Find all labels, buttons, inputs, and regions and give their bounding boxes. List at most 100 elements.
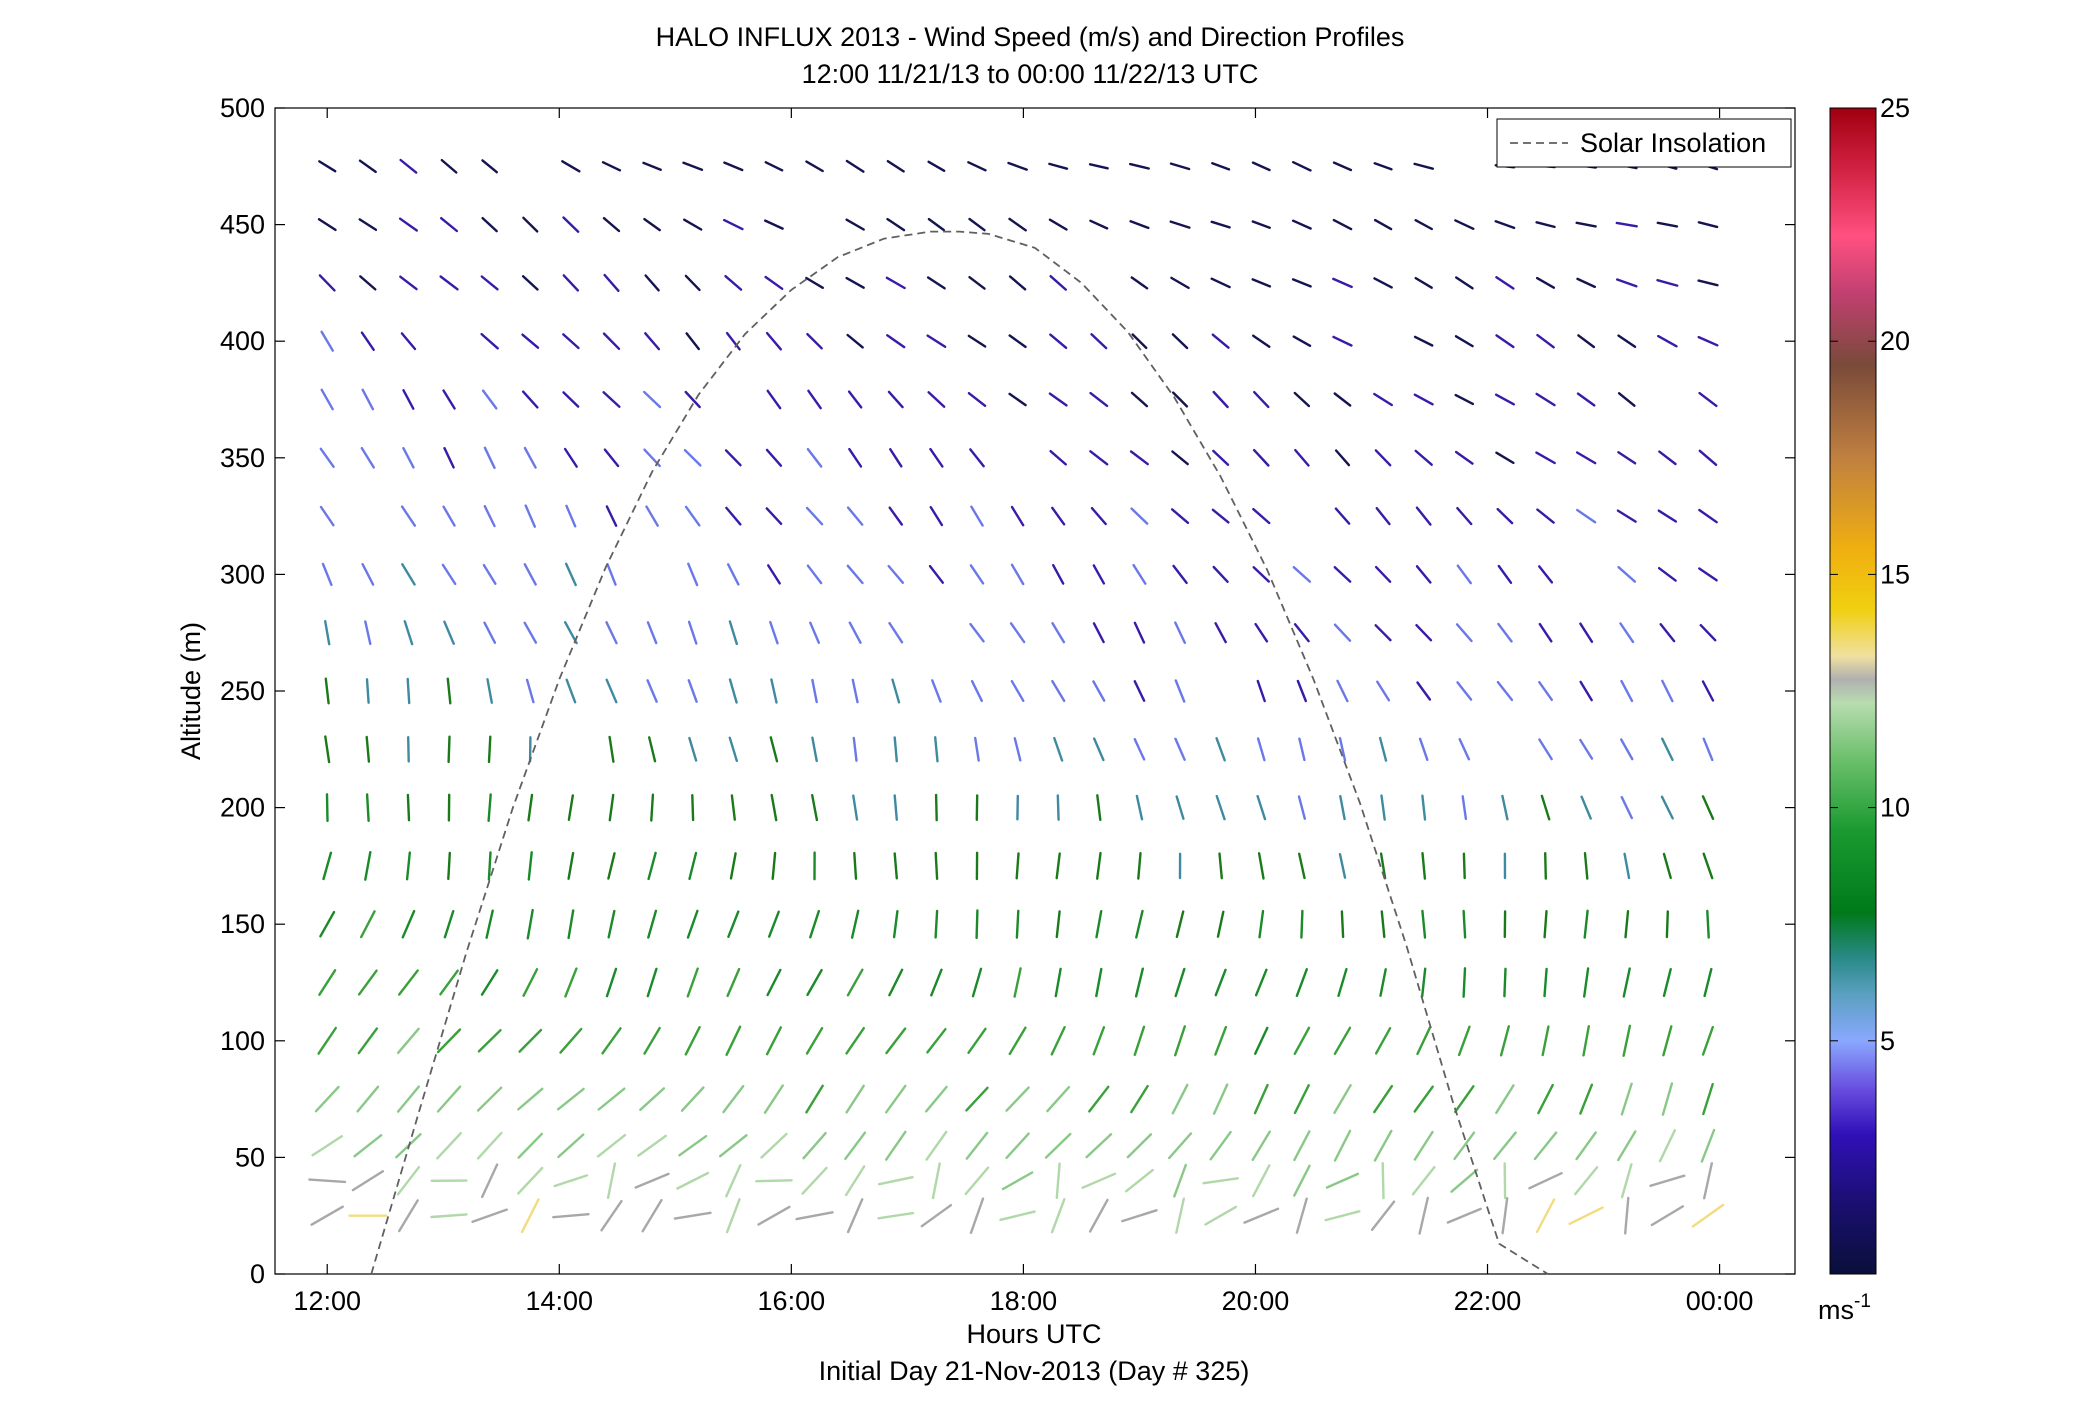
wind-arrow bbox=[1656, 221, 1679, 228]
wind-arrow bbox=[523, 446, 537, 469]
wind-arrow bbox=[1215, 794, 1226, 821]
wind-arrow bbox=[1055, 852, 1061, 880]
wind-arrow bbox=[527, 851, 533, 881]
wind-arrow bbox=[1243, 1207, 1280, 1224]
wind-arrow bbox=[1291, 160, 1312, 172]
wind-arrow bbox=[487, 851, 492, 881]
wind-arrow bbox=[567, 909, 575, 940]
wind-arrow bbox=[1128, 162, 1150, 170]
wind-arrow bbox=[1124, 1168, 1154, 1193]
wind-arrow bbox=[1616, 1130, 1637, 1162]
wind-arrow bbox=[893, 852, 898, 880]
wind-arrow bbox=[443, 620, 455, 645]
wind-arrow bbox=[769, 620, 779, 645]
wind-arrow bbox=[608, 793, 615, 822]
wind-arrow bbox=[1373, 1129, 1393, 1162]
wind-arrow bbox=[476, 1086, 503, 1112]
wind-arrow bbox=[768, 910, 780, 938]
wind-arrow bbox=[678, 1134, 708, 1157]
wind-arrow bbox=[646, 679, 658, 703]
wind-arrow bbox=[1170, 508, 1190, 524]
wind-arrow bbox=[1538, 738, 1553, 761]
wind-arrow bbox=[436, 1028, 462, 1054]
y-tick-label: 300 bbox=[220, 559, 265, 589]
wind-arrow bbox=[1293, 391, 1311, 408]
wind-arrow bbox=[1336, 679, 1349, 703]
wind-arrow bbox=[1623, 1196, 1630, 1235]
wind-arrow bbox=[1462, 852, 1466, 880]
wind-arrow bbox=[770, 678, 778, 704]
wind-arrow bbox=[1013, 737, 1022, 762]
wind-arrow bbox=[1658, 1129, 1677, 1163]
wind-arrow bbox=[443, 910, 455, 939]
wind-arrow bbox=[686, 909, 699, 939]
wind-arrow bbox=[1333, 392, 1352, 407]
wind-arrow bbox=[308, 1178, 347, 1184]
wind-arrow bbox=[400, 505, 416, 527]
wind-arrow bbox=[809, 621, 820, 644]
wind-arrow bbox=[556, 1087, 585, 1111]
wind-arrow bbox=[365, 678, 370, 704]
wind-arrow bbox=[1174, 679, 1186, 703]
wind-arrow bbox=[1416, 1026, 1432, 1056]
wind-arrow bbox=[314, 1085, 340, 1113]
wind-arrow bbox=[521, 275, 539, 291]
wind-arrow bbox=[1092, 680, 1106, 702]
wind-arrow bbox=[1701, 795, 1715, 820]
wind-arrow bbox=[1251, 1164, 1271, 1198]
wind-arrow bbox=[1700, 1128, 1716, 1163]
wind-arrow bbox=[1251, 161, 1271, 172]
wind-arrow bbox=[641, 1198, 663, 1233]
wind-arrow bbox=[725, 1198, 741, 1234]
wind-arrow bbox=[927, 217, 946, 232]
wind-arrow bbox=[1535, 392, 1556, 407]
wind-arrow bbox=[602, 391, 621, 408]
wind-arrow bbox=[487, 735, 492, 764]
wind-arrow bbox=[1579, 622, 1594, 643]
wind-arrow bbox=[1623, 852, 1631, 880]
wind-arrow bbox=[1008, 392, 1027, 407]
wind-arrow bbox=[1620, 679, 1634, 703]
wind-arrow bbox=[1456, 681, 1473, 701]
wind-arrow bbox=[1493, 1131, 1517, 1161]
wind-arrow bbox=[757, 1205, 791, 1226]
wind-arrow bbox=[1380, 910, 1386, 939]
wind-arrow bbox=[1454, 393, 1475, 406]
wind-arrow bbox=[683, 449, 702, 467]
wind-arrow bbox=[487, 793, 492, 822]
wind-arrow bbox=[845, 159, 865, 173]
x-tick-label: 14:00 bbox=[525, 1286, 593, 1316]
wind-arrow bbox=[1008, 275, 1027, 291]
wind-arrow bbox=[1415, 565, 1432, 584]
wind-arrow bbox=[483, 446, 496, 469]
wind-arrow bbox=[1089, 391, 1109, 408]
wind-arrow bbox=[567, 794, 574, 821]
wind-arrow bbox=[1214, 968, 1227, 997]
wind-arrow bbox=[320, 330, 334, 352]
colorbar-unit-exponent: -1 bbox=[1854, 1291, 1871, 1312]
plot-area bbox=[274, 107, 1796, 1275]
wind-arrow bbox=[1257, 852, 1265, 880]
wind-arrow bbox=[1332, 218, 1353, 231]
wind-arrow bbox=[357, 1027, 379, 1055]
wind-arrow bbox=[729, 852, 737, 880]
wind-arrow bbox=[476, 1131, 503, 1160]
wind-arrow bbox=[1293, 1084, 1310, 1115]
wind-arrow bbox=[1620, 1163, 1633, 1199]
wind-arrow bbox=[520, 1198, 540, 1234]
wind-arrow bbox=[1291, 278, 1312, 288]
wind-arrow bbox=[687, 620, 698, 645]
wind-arrow bbox=[565, 678, 577, 704]
wind-arrow bbox=[1175, 795, 1185, 820]
y-tick-label: 150 bbox=[220, 909, 265, 939]
legend: Solar Insolation bbox=[1496, 118, 1792, 168]
wind-arrow bbox=[1649, 1174, 1686, 1188]
x-axis-label-day: Initial Day 21-Nov-2013 (Day # 325) bbox=[819, 1356, 1250, 1386]
wind-arrow bbox=[1454, 219, 1475, 231]
wind-arrow bbox=[1050, 1025, 1066, 1056]
wind-arrow bbox=[1620, 1082, 1633, 1116]
wind-arrow bbox=[1293, 1130, 1311, 1162]
wind-arrow bbox=[846, 1198, 864, 1234]
wind-arrow bbox=[1619, 738, 1634, 761]
wind-arrow bbox=[1005, 1132, 1030, 1160]
